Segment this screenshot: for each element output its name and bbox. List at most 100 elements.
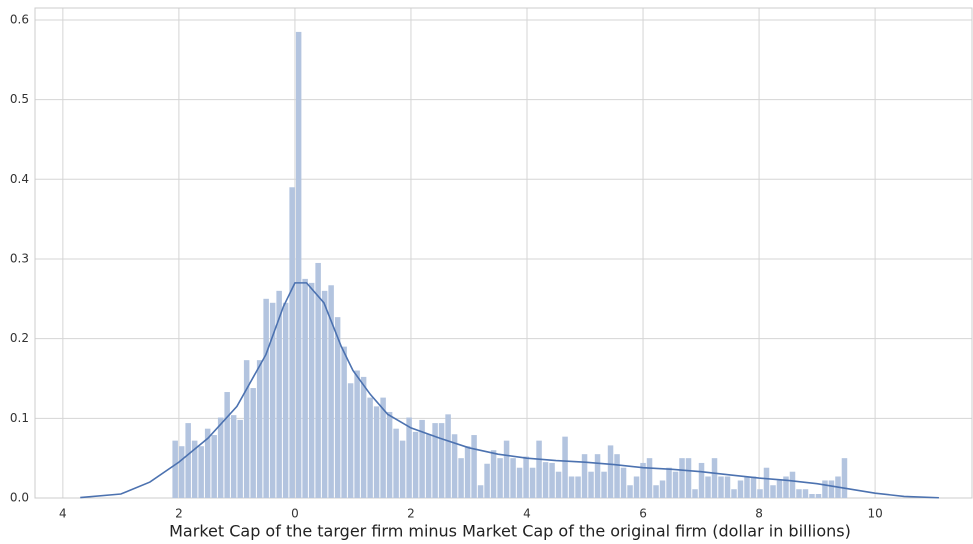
bar (627, 485, 633, 498)
bar (653, 485, 659, 498)
bar (692, 489, 698, 498)
bar (380, 397, 386, 498)
bar (510, 458, 516, 498)
bar (237, 419, 243, 498)
bar (750, 476, 757, 498)
bar (731, 489, 737, 498)
bar (815, 494, 822, 498)
bar (341, 346, 347, 498)
bar (315, 262, 321, 498)
y-tick-label: 0.5 (10, 92, 29, 106)
plot-frame (34, 7, 973, 499)
bar (451, 434, 458, 498)
bar (601, 471, 607, 498)
bar (321, 290, 328, 498)
bar (789, 471, 796, 498)
bar (646, 458, 653, 498)
bar (432, 423, 438, 498)
bar (724, 476, 731, 498)
x-tick-label: 4 (59, 507, 67, 521)
bar (666, 467, 672, 498)
bar (763, 467, 770, 498)
y-tick-label: 0.6 (10, 12, 29, 26)
bar (529, 467, 536, 498)
bar (659, 480, 666, 498)
bar (477, 485, 484, 498)
bar (224, 392, 230, 498)
bar (581, 454, 588, 498)
x-tick-label: 2 (175, 507, 183, 521)
bar (503, 440, 510, 498)
bar (737, 480, 744, 498)
kde-line (80, 282, 939, 499)
bar (412, 431, 419, 498)
bar (256, 360, 263, 498)
x-tick-label: 8 (755, 507, 763, 521)
bar (282, 302, 289, 498)
bar (562, 436, 568, 498)
bar (549, 462, 555, 498)
bar (841, 458, 848, 498)
bar (718, 476, 724, 498)
bar (263, 298, 269, 498)
bar (744, 476, 750, 498)
bar (711, 458, 718, 498)
bar (198, 446, 204, 498)
bar (308, 282, 315, 498)
bar (185, 423, 191, 498)
bar (347, 383, 354, 498)
bar (445, 414, 451, 498)
bar (802, 489, 809, 498)
y-tick-label: 0.3 (10, 251, 29, 265)
bar (672, 471, 679, 498)
bar (178, 446, 185, 498)
bar (386, 411, 393, 498)
bar (575, 476, 581, 498)
bar (828, 480, 835, 498)
bar (523, 456, 529, 498)
bar (607, 445, 614, 498)
bar (425, 434, 432, 498)
bar (679, 458, 685, 498)
bar (250, 388, 256, 498)
bar (588, 471, 594, 498)
bar (640, 462, 646, 498)
bar (367, 397, 373, 498)
bar (705, 476, 711, 498)
bar (614, 454, 620, 498)
bar (295, 31, 302, 499)
bar (555, 471, 562, 498)
bar (536, 440, 542, 498)
bar (438, 423, 445, 498)
bar (230, 415, 237, 498)
bar (796, 489, 802, 498)
bar (620, 467, 627, 498)
y-tick-label: 0.4 (10, 172, 29, 186)
bar (497, 458, 503, 498)
bar (204, 428, 211, 498)
y-tick-label: 0.2 (10, 331, 29, 345)
bar (302, 278, 308, 498)
bar (360, 376, 367, 498)
bar (471, 435, 477, 498)
bar (419, 419, 425, 498)
x-tick-label: 6 (639, 507, 647, 521)
bar (269, 302, 276, 498)
x-tick-label: 10 (867, 507, 882, 521)
bar (217, 417, 224, 498)
bar (542, 462, 549, 498)
y-tick-label: 0.0 (10, 491, 29, 505)
x-axis-label: Market Cap of the targer firm minus Mark… (169, 522, 851, 541)
bar (685, 458, 692, 498)
x-tick-label: 0 (291, 507, 299, 521)
bar (464, 446, 471, 498)
bar (594, 454, 601, 498)
bar (484, 463, 490, 498)
bar (776, 480, 783, 498)
bar (289, 187, 295, 498)
bar (243, 360, 250, 498)
bar (172, 440, 178, 498)
bar (276, 290, 282, 498)
bar (698, 462, 705, 498)
x-tick-label: 4 (523, 507, 531, 521)
